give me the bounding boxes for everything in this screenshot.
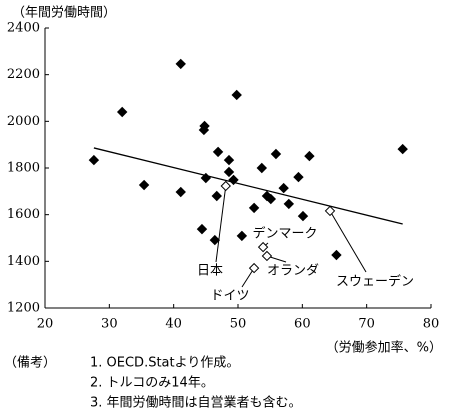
marker bbox=[212, 146, 224, 158]
marker bbox=[256, 162, 268, 174]
label-arrow bbox=[329, 210, 367, 273]
label-arrow bbox=[215, 185, 227, 263]
marker bbox=[231, 89, 242, 101]
marker bbox=[175, 58, 186, 70]
notes-label: （備考） bbox=[4, 355, 56, 371]
marker bbox=[211, 190, 222, 202]
marker bbox=[228, 174, 239, 186]
marker bbox=[270, 148, 282, 160]
note: 1. OECD.Statより作成。 bbox=[90, 356, 239, 371]
marker bbox=[397, 143, 408, 155]
open-marker bbox=[324, 205, 336, 217]
y-tick-label: 2400 bbox=[7, 21, 40, 36]
open-marker bbox=[248, 262, 260, 274]
open-marker bbox=[261, 250, 273, 262]
point-label: ドイツ bbox=[210, 289, 249, 304]
marker bbox=[198, 124, 210, 136]
marker bbox=[88, 154, 100, 166]
note: 3. 年間労働時間は自営業者も含む。 bbox=[90, 395, 302, 411]
open-marker bbox=[220, 180, 231, 192]
y-tick-label: 1200 bbox=[7, 301, 40, 316]
marker bbox=[175, 186, 186, 198]
marker bbox=[265, 193, 277, 205]
x-tick-label: 80 bbox=[423, 317, 440, 332]
y-tick-label: 1400 bbox=[7, 254, 40, 269]
point-label: スウェーデン bbox=[336, 274, 414, 290]
x-tick-label: 70 bbox=[358, 317, 375, 332]
marker bbox=[293, 171, 304, 183]
marker bbox=[278, 182, 289, 194]
marker bbox=[200, 172, 212, 184]
point-label: オランダ bbox=[267, 264, 319, 279]
y-tick-label: 1800 bbox=[7, 161, 40, 176]
point-label: デンマーク bbox=[252, 226, 317, 242]
marker bbox=[209, 234, 221, 246]
y-tick-label: 2200 bbox=[7, 67, 40, 82]
x-tick-label: 20 bbox=[37, 317, 54, 332]
marker bbox=[223, 154, 235, 166]
note: 2. トルコのみ14年。 bbox=[90, 376, 214, 391]
marker bbox=[283, 198, 295, 210]
x-tick-label: 50 bbox=[230, 317, 247, 332]
marker bbox=[248, 202, 260, 214]
marker bbox=[236, 230, 248, 242]
y-tick-label: 2000 bbox=[7, 114, 40, 129]
x-tick-label: 60 bbox=[294, 317, 311, 332]
marker bbox=[331, 249, 342, 261]
y-axis-label: （年間労働時間） bbox=[12, 6, 116, 21]
trendline bbox=[93, 147, 403, 225]
x-tick-label: 30 bbox=[101, 317, 118, 332]
marker bbox=[223, 166, 235, 178]
open-marker bbox=[257, 241, 269, 253]
x-tick-label: 40 bbox=[165, 317, 182, 332]
marker bbox=[116, 106, 128, 118]
marker bbox=[304, 150, 315, 162]
marker bbox=[196, 223, 208, 235]
marker bbox=[297, 210, 309, 222]
y-tick-label: 1600 bbox=[7, 207, 40, 222]
point-label: 日本 bbox=[197, 264, 223, 279]
marker bbox=[138, 179, 150, 191]
x-axis-label: （労働参加率、%） bbox=[326, 340, 442, 356]
